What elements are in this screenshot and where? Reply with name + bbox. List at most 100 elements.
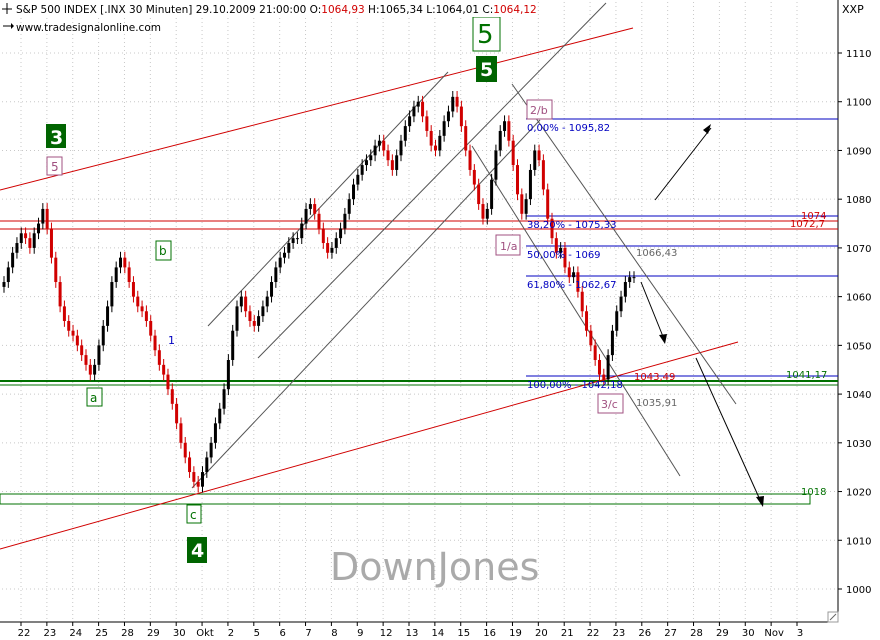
candle-body	[28, 238, 32, 248]
watermark: DownJones	[330, 545, 539, 589]
candle-body	[11, 252, 15, 268]
x-tick-label: 6	[279, 628, 285, 639]
resize-grip-icon[interactable]	[827, 611, 839, 623]
candle-body	[252, 321, 256, 326]
candle-body	[188, 457, 192, 473]
chart-header: S&P 500 INDEX [.INX 30 Minuten] 29.10.20…	[0, 0, 864, 34]
candle-body	[192, 472, 196, 482]
x-tick-label: 5	[254, 628, 260, 639]
candle-body	[451, 96, 455, 112]
y-tick-label: 1050	[846, 341, 871, 352]
candle-body	[6, 267, 10, 283]
y-tick-label: 1040	[846, 390, 871, 401]
y-tick-label: 1000	[846, 585, 871, 596]
candle-body	[481, 204, 485, 219]
candle-body	[585, 311, 589, 331]
arrow-down-2-line	[695, 357, 762, 503]
y-tick-label: 1070	[846, 244, 871, 255]
x-tick-label: 30	[742, 628, 755, 639]
grid	[2, 2, 838, 622]
x-tick-label: 22	[587, 628, 600, 639]
candle-body	[114, 267, 118, 283]
wave-1-small-label: 1	[168, 334, 175, 347]
wave-3-box	[46, 124, 66, 148]
candle-body	[110, 282, 114, 307]
candle-body	[58, 282, 62, 307]
wave-3c-label: 3/c	[601, 398, 618, 411]
candle-body	[157, 350, 161, 365]
candle-body	[41, 208, 45, 224]
candle-body	[490, 179, 494, 209]
candle-body	[390, 160, 394, 170]
candle-body	[244, 296, 248, 312]
candle-body	[576, 272, 580, 292]
candle-body	[503, 121, 507, 131]
x-tick-label: 16	[483, 628, 496, 639]
crosshair-icon	[2, 3, 12, 14]
candle-body	[248, 311, 252, 321]
candle-body	[421, 101, 425, 117]
candle-body	[37, 223, 41, 234]
x-tick-label: 15	[457, 628, 470, 639]
x-tick-label: 23	[613, 628, 626, 639]
candle-body	[580, 291, 584, 312]
x-tick-label: 7	[305, 628, 311, 639]
y-tick-label: 1100	[846, 98, 871, 109]
candle-body	[515, 165, 519, 195]
y-axis: 1000 1010 1020 1030 1040 1050 1060 1070 1080 1090…	[838, 49, 871, 596]
candle-body	[287, 243, 291, 253]
candle-body	[550, 218, 554, 239]
x-tick-label: 28	[690, 628, 703, 639]
candle-body	[71, 330, 75, 336]
wave-4-box	[187, 537, 207, 563]
wave-5-outline-label: 5	[477, 20, 494, 50]
x-tick-label: 19	[509, 628, 522, 639]
candle-body	[205, 457, 209, 473]
wave-a-box	[86, 387, 103, 407]
red-lower-channel	[0, 341, 739, 550]
candle-body	[339, 228, 343, 239]
candle-body	[308, 204, 312, 209]
candle-body	[373, 145, 377, 156]
fib-labels: 0,00% - 1095,82 38,20% - 1075,33 50,00% …	[527, 123, 623, 391]
wave-1a-box	[495, 234, 521, 256]
candle-body	[304, 208, 308, 224]
candle-body	[559, 247, 563, 253]
gray-down-lower	[471, 145, 681, 477]
y-tick-label: 1080	[846, 195, 871, 206]
candle-body	[97, 345, 101, 365]
wave-a-label: a	[90, 391, 97, 405]
candle-body	[261, 306, 265, 317]
candle-body	[196, 481, 200, 487]
annot-1043: 1043,49	[634, 372, 675, 383]
y-tick-label: 1020	[846, 488, 871, 499]
candle-body	[140, 306, 144, 312]
candle-body	[429, 130, 433, 146]
wave-c-label: c	[190, 508, 197, 522]
candle-body	[200, 472, 204, 487]
candle-body	[541, 160, 545, 190]
x-tick-label: 14	[431, 628, 444, 639]
candle-body	[2, 282, 6, 287]
wave-3-label: 3	[50, 127, 63, 149]
x-tick-label: 2	[228, 628, 234, 639]
candle-body	[628, 277, 632, 283]
y-tick-label: 1110	[846, 49, 871, 60]
gray-channel-lower	[257, 2, 607, 359]
wave-5-solid-label: 5	[480, 59, 493, 81]
header-open-value: 1064,93	[321, 4, 364, 16]
x-tick-label: 12	[380, 628, 393, 639]
red-upper-channel	[0, 27, 634, 191]
candle-body	[93, 364, 97, 375]
candle-body	[222, 389, 226, 409]
candle-body	[498, 130, 502, 151]
candle-body	[360, 165, 364, 175]
arrow-down-1-line	[640, 281, 665, 340]
candle-body	[352, 184, 356, 200]
candle-body	[183, 442, 187, 458]
candle-body	[162, 364, 166, 375]
candle-body	[408, 116, 412, 127]
x-tick-label: 23	[43, 628, 56, 639]
candle-body	[416, 101, 420, 107]
